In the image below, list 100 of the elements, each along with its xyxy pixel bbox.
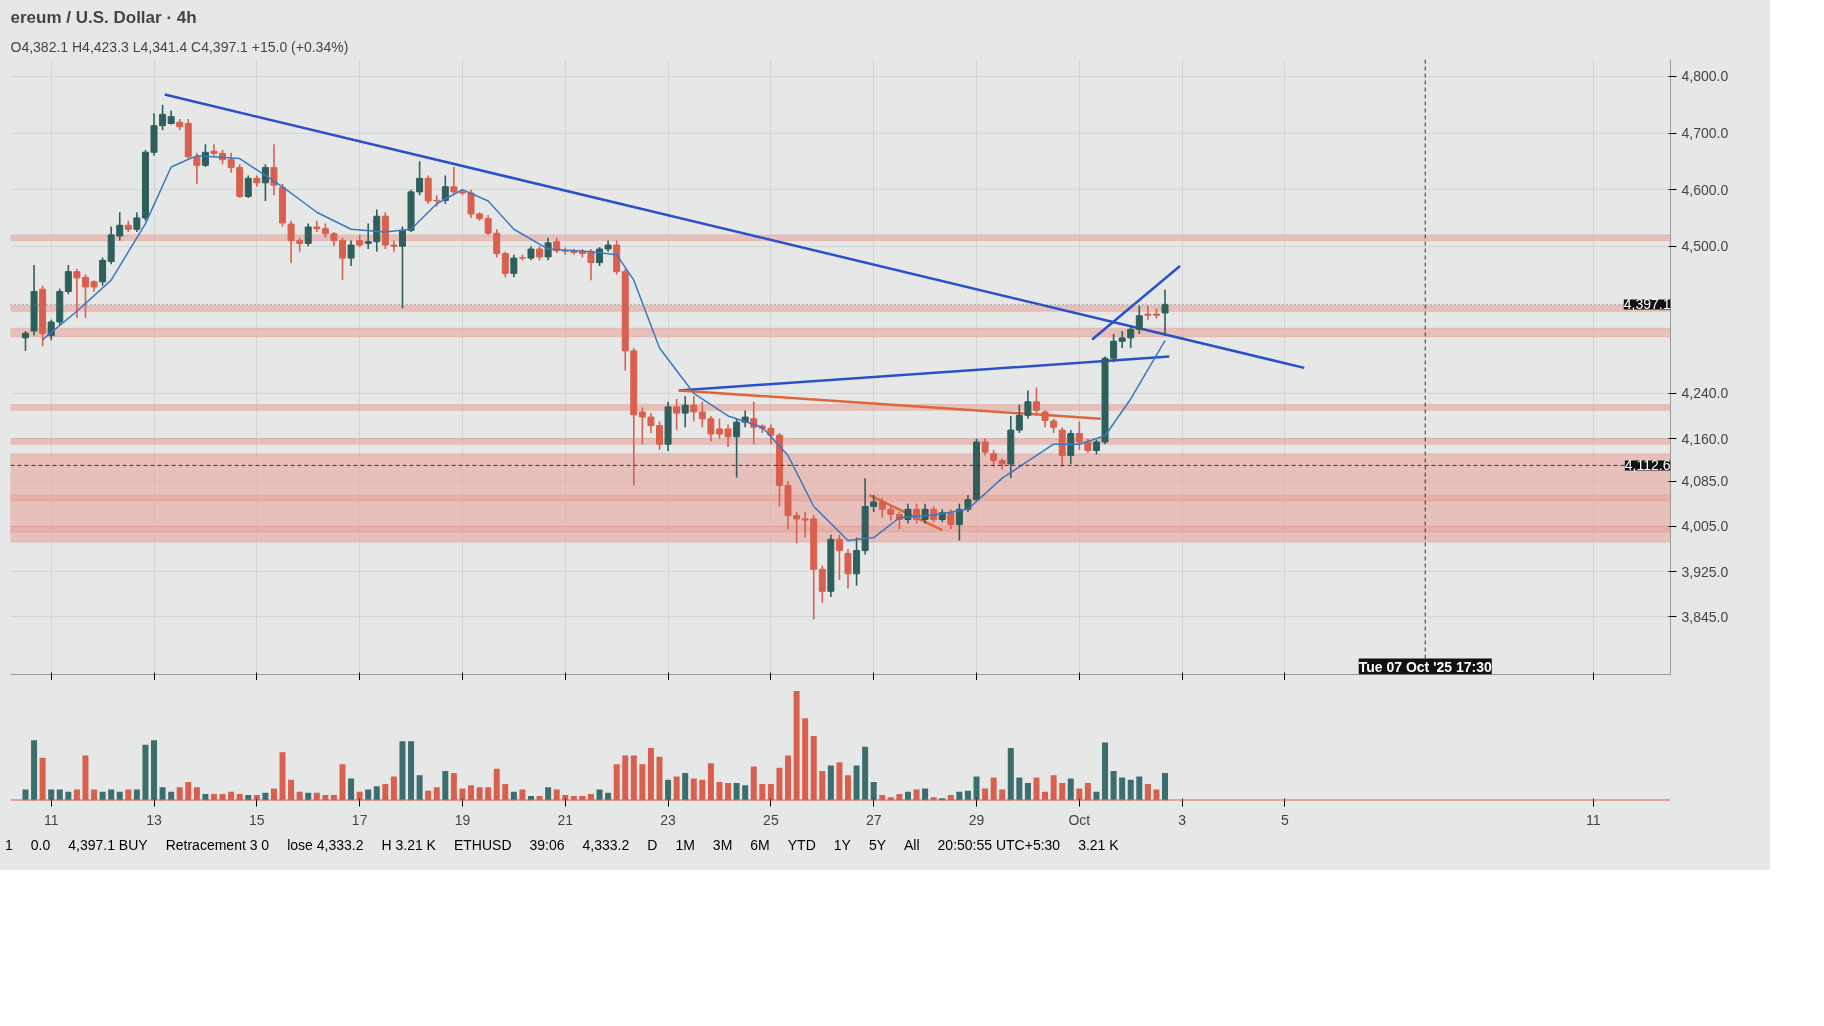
bar [1076,788,1083,801]
bar [887,797,894,801]
bar [742,785,749,801]
y-tick-label: 4,700.0 [1681,125,1729,142]
text: YTD [787,836,816,855]
candlestick [844,548,852,590]
bar [73,789,80,801]
bar [245,795,252,801]
bar [930,797,937,801]
bar [493,768,500,801]
text: 6M [750,836,770,855]
text: 20:50:55 UTC+5:30 [937,836,1061,855]
candlestick [501,251,509,279]
chart-title: ereum / U.S. Dollar · 4h [10,7,197,27]
candlestick [681,395,689,429]
candlestick [1032,386,1040,417]
x-tick-label: 27 [865,811,882,828]
bar [168,791,175,801]
bar [699,779,706,801]
bar [125,789,132,801]
text: All [904,836,920,855]
bar [982,788,989,801]
text: ETHUSD [453,836,512,855]
bar [725,782,732,801]
bar [673,776,680,801]
bar [288,779,295,801]
bar [236,793,243,801]
bar [185,781,192,801]
bar [56,789,63,801]
candlestick [1135,304,1143,335]
text: 4,333.2 [582,836,630,855]
bar [776,767,783,801]
bar [22,789,29,801]
bar [425,790,432,801]
candlestick [441,174,449,205]
bar [647,747,654,801]
bar [476,787,483,801]
y-tick-label: 4,500.0 [1681,238,1729,255]
bar [587,793,594,801]
bar [545,787,552,801]
text: 1 [5,836,13,855]
y-tick-label: 4,600.0 [1681,181,1729,198]
bar [836,762,843,801]
bar [433,787,440,801]
bar [65,791,72,801]
text: 3M [712,836,733,855]
bar [665,779,672,801]
candlestick [99,256,107,287]
x-tick-label: 17 [351,811,368,828]
y-tick-label: 3,845.0 [1681,608,1729,625]
bar [330,795,337,801]
bar [1007,747,1014,801]
bar [390,776,397,801]
candlestick [193,152,201,185]
candlestick [64,264,72,296]
bar [553,789,560,801]
text: lose 4,333.2 [287,836,364,855]
bar [630,755,637,801]
text: 1Y [833,836,851,855]
bar [853,765,860,801]
bar [845,775,851,801]
bar [999,789,1006,801]
bar [682,773,689,801]
candlestick [484,214,492,236]
bar [108,789,115,801]
bar [802,718,809,801]
bar [896,793,903,801]
bar [622,755,629,801]
bar [99,791,106,801]
bar [459,788,466,801]
bar [1033,777,1040,801]
bar [365,789,372,801]
bar [922,788,929,801]
bar [31,740,38,801]
x-tick-label: 5 [1281,811,1290,828]
bar [656,756,663,801]
candlestick [244,174,252,199]
bar [416,775,423,801]
candlestick [750,401,758,446]
x-tick-label: 11 [43,811,59,828]
y-tick-label: 3,925.0 [1681,563,1729,580]
candlestick [673,398,681,431]
bar [827,765,834,801]
ref-line-label: 4,397.1 [1623,296,1671,313]
bar [202,793,209,801]
text: D [647,836,658,855]
bar [527,796,534,801]
bar [305,792,312,801]
bar [39,757,46,801]
bar [82,755,89,801]
candlestick [416,160,424,197]
bar [468,785,475,801]
bar [733,782,740,801]
bar [262,792,269,801]
text: 0.0 [30,836,51,855]
bar [536,796,543,801]
bar [973,776,980,801]
bar [939,798,946,801]
bar [510,791,517,801]
bar [133,789,140,801]
